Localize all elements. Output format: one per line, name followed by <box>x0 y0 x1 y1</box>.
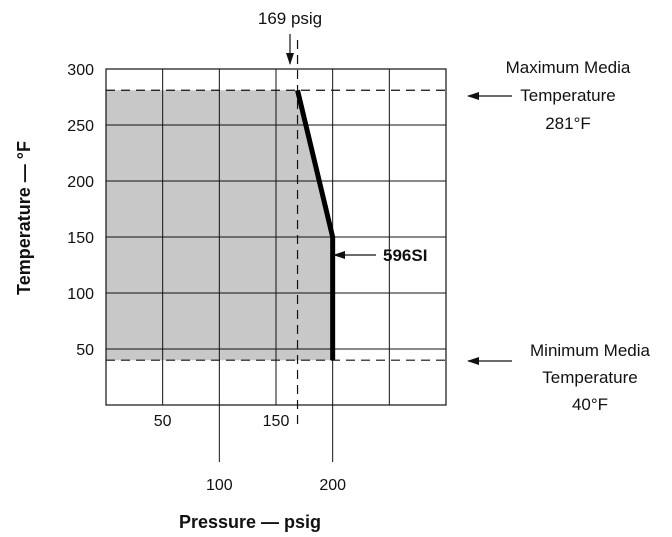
y-axis-title: Temperature — °F <box>14 141 34 295</box>
y-tick-label-300: 300 <box>67 62 94 79</box>
y-tick-label-50: 50 <box>76 342 94 359</box>
x-axis-title: Pressure — psig <box>179 512 321 532</box>
y-tick-label-200: 200 <box>67 174 94 191</box>
max-temp-label-line2: Temperature <box>520 86 615 105</box>
x-tick-label-150: 150 <box>263 413 290 430</box>
max-temp-label-line3: 281°F <box>545 114 591 133</box>
y-tick-label-100: 100 <box>67 286 94 303</box>
plot-frame <box>105 68 447 406</box>
x-tick-label-200: 200 <box>319 477 346 494</box>
min-temp-label-line2: Temperature <box>542 368 637 387</box>
max-temp-label-line1: Maximum Media <box>506 58 631 77</box>
x-tick-label-100: 100 <box>206 477 233 494</box>
min-temp-label-line3: 40°F <box>572 395 608 414</box>
y-tick-label-150: 150 <box>67 230 94 247</box>
series-label-596si: 596SI <box>383 246 427 265</box>
pressure-annotation: 169 psig <box>258 9 322 28</box>
x-tick-label-50: 50 <box>154 413 172 430</box>
min-temp-label-line1: Minimum Media <box>530 341 651 360</box>
y-tick-label-250: 250 <box>67 118 94 135</box>
